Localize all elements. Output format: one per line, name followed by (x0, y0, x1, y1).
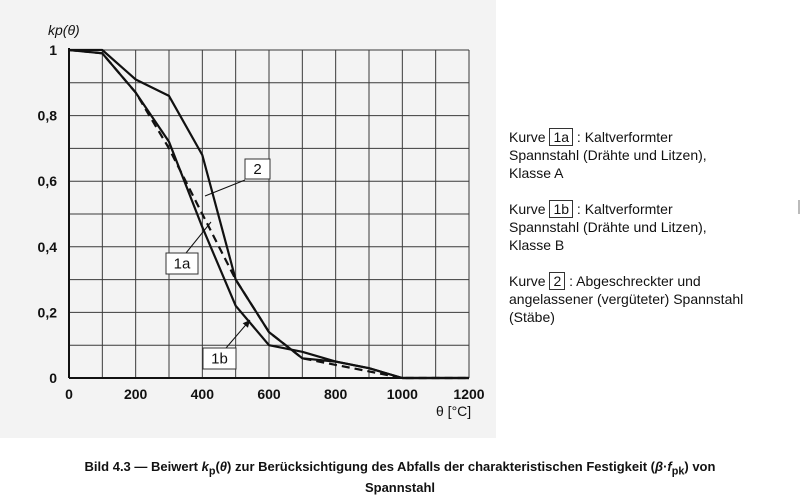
legend-prefix: Kurve (509, 273, 550, 289)
legend-description: : Abgeschreckter und (565, 273, 701, 289)
y-tick-label: 0 (49, 370, 57, 386)
legend-entry-1b: Kurve 1b : Kaltverformter Spannstahl (Drä… (509, 200, 794, 254)
legend: Kurve 1a : Kaltverformter Spannstahl (Drä… (509, 128, 794, 344)
caption-paren-open: ( (215, 459, 220, 474)
caption-pk: pk (671, 465, 685, 478)
grid (68, 49, 470, 379)
caption-beta: β (654, 459, 664, 474)
caption-p: p (208, 465, 216, 478)
x-tick-label: 400 (191, 386, 215, 402)
legend-entry-heading: Kurve 2 : Abgeschreckter und (509, 272, 794, 290)
x-tick-label: 600 (257, 386, 281, 402)
callouts: 2 1a 1b (165, 158, 271, 370)
y-tick-label: 0,4 (38, 239, 58, 255)
y-tick-label: 0,6 (38, 173, 58, 189)
caption-k: k (201, 459, 209, 474)
legend-description-line: Spannstahl (Drähte und Litzen), (509, 219, 707, 235)
caption-text-2: zur Berücksichtigung des Abfalls der cha… (231, 459, 655, 474)
y-axis-label: kp(θ) (48, 22, 80, 38)
legend-description-line: Klasse A (509, 165, 564, 181)
callout-box-1a (165, 252, 199, 275)
callout-label-1a: 1a (174, 256, 191, 273)
series-line-2 (69, 48, 469, 380)
page-edge-marker (798, 200, 800, 214)
caption-text-3: ) von (684, 459, 716, 474)
y-tick-label: 0,8 (38, 108, 58, 124)
callout-box-1b (202, 347, 237, 370)
caption-paren-close: ) (227, 459, 232, 474)
legend-code-box: 1b (549, 200, 574, 218)
legend-code-box: 2 (549, 272, 566, 290)
legend-description-line: Klasse B (509, 237, 565, 253)
caption-f: f (667, 459, 672, 474)
callout-box-2 (244, 158, 271, 180)
x-axis-label: θ [°C] (436, 403, 471, 419)
legend-description: : Kaltverformter (573, 129, 673, 145)
legend-prefix: Kurve (509, 201, 550, 217)
caption-theta: θ (219, 459, 228, 474)
figure-caption: Bild 4.3 — Beiwert kp(θ) zur Berücksicht… (10, 459, 790, 496)
legend-description-line: (Stäbe) (509, 309, 555, 325)
x-tick-label: 200 (124, 386, 148, 402)
caption-line-1: Bild 4.3 — Beiwert kp(θ) zur Berücksicht… (10, 459, 790, 480)
legend-description: : Kaltverformter (573, 201, 673, 217)
plot-background (0, 0, 496, 438)
legend-entry-heading: Kurve 1b : Kaltverformter (509, 200, 794, 218)
legend-prefix: Kurve (509, 129, 550, 145)
caption-dot: · (663, 459, 668, 474)
y-tick-label: 1 (49, 42, 57, 58)
y-tick-label: 0,2 (38, 304, 58, 320)
legend-entry-2: Kurve 2 : Abgeschreckter und angelassener… (509, 272, 794, 326)
caption-text-1: Bild 4.3 — Beiwert (84, 459, 202, 474)
tick-labels: 0 200 400 600 800 1000 1200 0 0,2 0,4 0,6 0,8 1 (38, 42, 485, 402)
callout-label-1b: 1b (211, 351, 228, 368)
legend-code-box: 1a (549, 128, 574, 146)
legend-description-line: Spannstahl (Drähte und Litzen), (509, 147, 707, 163)
x-tick-label: 1000 (387, 386, 418, 402)
legend-description-line: angelassener (vergüteter) Spannstahl (509, 291, 744, 307)
caption-line-2: Spannstahl (364, 479, 436, 495)
callout-label-2: 2 (253, 161, 261, 178)
callout-leader-1a (185, 221, 212, 254)
callout-leader-2 (204, 179, 246, 197)
legend-entry-heading: Kurve 1a : Kaltverformter (509, 128, 794, 146)
callout-arrow-1b (242, 320, 250, 328)
legend-entry-1a: Kurve 1a : Kaltverformter Spannstahl (Drä… (509, 128, 794, 182)
x-tick-label: 1200 (453, 386, 484, 402)
x-tick-label: 0 (65, 386, 73, 402)
series-lines (68, 48, 469, 380)
fire-reduction-chart: 2 1a 1b 0 200 400 600 800 1000 1200 0 0,2 0,4 0,6 0,8… (38, 22, 485, 419)
x-tick-label: 800 (324, 386, 348, 402)
